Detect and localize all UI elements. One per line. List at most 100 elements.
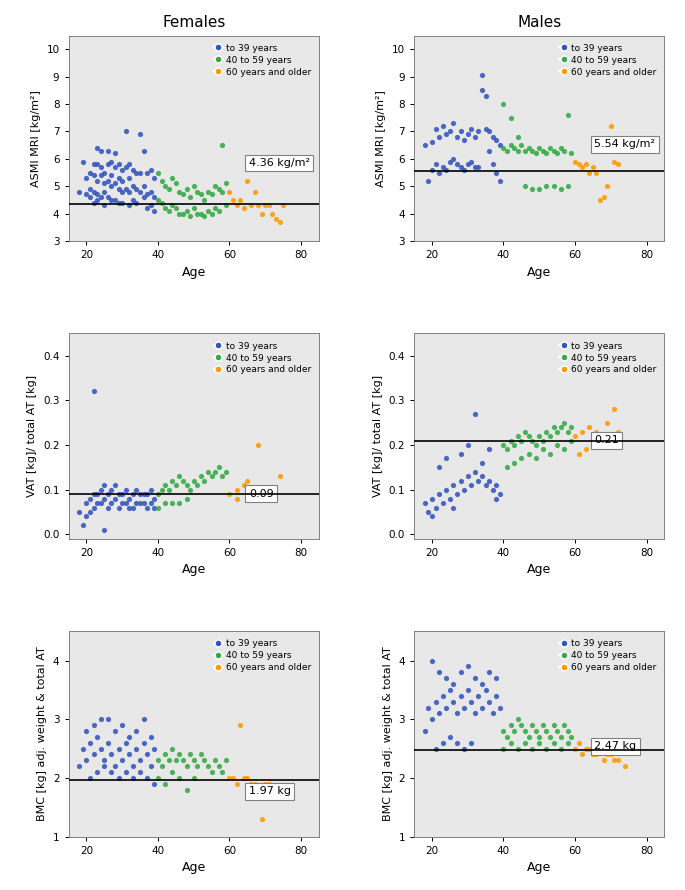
Point (491, 133, 502, 147)
Point (455, 160, 466, 174)
Point (477, 84, 488, 98)
Point (231, 198, 242, 213)
Point (541, 146, 552, 160)
Point (598, 190, 609, 205)
Point (423, 700, 434, 715)
Point (77, 741, 88, 756)
Point (501, 460, 512, 474)
Point (131, 182, 142, 196)
Point (455, 447, 466, 461)
Point (559, 442, 570, 457)
Point (509, 456, 520, 470)
Point (601, 416, 612, 430)
Point (451, 130, 462, 144)
Point (584, 166, 595, 180)
Point (217, 469, 228, 483)
Point (177, 187, 188, 201)
Point (274, 469, 285, 483)
Point (113, 182, 124, 196)
Point (174, 771, 185, 785)
Point (156, 196, 167, 210)
Point (437, 119, 448, 134)
Point (124, 748, 135, 762)
Point (206, 469, 217, 483)
Point (484, 442, 495, 457)
Point (134, 487, 145, 501)
Point (171, 753, 182, 767)
Point (199, 753, 210, 767)
Point (242, 771, 253, 785)
Point (113, 771, 124, 785)
Point (566, 433, 577, 448)
Y-axis label: VAT [kg]/ total AT [kg]: VAT [kg]/ total AT [kg] (27, 375, 38, 498)
Point (580, 442, 591, 457)
Legend: to 39 years, 40 to 59 years, 60 years and older: to 39 years, 40 to 59 years, 60 years an… (556, 40, 660, 80)
Point (437, 496, 448, 510)
Point (188, 201, 199, 215)
Point (566, 146, 577, 160)
Point (195, 469, 206, 483)
Point (145, 759, 156, 773)
Point (192, 184, 203, 198)
Point (110, 193, 121, 207)
Point (505, 110, 516, 125)
Point (166, 496, 177, 510)
Point (505, 138, 516, 152)
Point (498, 438, 509, 452)
Point (235, 718, 246, 732)
Y-axis label: BMC [kg] adj. weight & total AT: BMC [kg] adj. weight & total AT (383, 646, 393, 821)
Point (430, 741, 441, 756)
Point (541, 425, 552, 439)
Point (469, 130, 480, 144)
Point (527, 433, 538, 448)
Legend: to 39 years, 40 to 59 years, 60 years and older: to 39 years, 40 to 59 years, 60 years an… (210, 635, 314, 676)
Point (217, 765, 228, 779)
Point (102, 712, 113, 726)
Point (134, 166, 145, 180)
Point (195, 748, 206, 762)
Point (537, 718, 548, 732)
Point (217, 138, 228, 152)
Text: 0.21: 0.21 (595, 435, 619, 445)
Point (106, 765, 117, 779)
Point (588, 438, 599, 452)
Point (131, 482, 142, 497)
Point (462, 659, 473, 674)
Point (116, 184, 127, 198)
Point (181, 491, 192, 506)
Point (188, 771, 199, 785)
Point (124, 198, 135, 213)
Point (99, 753, 110, 767)
Point (527, 741, 538, 756)
Title: Females: Females (162, 15, 225, 30)
Point (163, 753, 174, 767)
Point (612, 753, 623, 767)
Point (121, 765, 132, 779)
Point (609, 753, 620, 767)
Point (556, 141, 566, 155)
Point (523, 141, 534, 155)
Point (195, 187, 206, 201)
Point (480, 478, 491, 492)
Point (238, 478, 249, 492)
Point (95, 741, 106, 756)
X-axis label: Age: Age (182, 563, 206, 577)
Point (245, 198, 256, 213)
Point (116, 496, 127, 510)
Point (566, 420, 577, 434)
Point (495, 487, 506, 501)
Point (612, 158, 623, 172)
Point (102, 143, 113, 158)
Point (462, 469, 473, 483)
Point (181, 759, 192, 773)
Point (92, 158, 103, 172)
Point (88, 158, 99, 172)
Point (81, 724, 92, 738)
Point (487, 130, 498, 144)
Point (99, 166, 110, 180)
Point (131, 496, 142, 510)
Point (142, 500, 153, 514)
Point (206, 187, 217, 201)
Point (88, 384, 99, 399)
Point (84, 505, 95, 519)
